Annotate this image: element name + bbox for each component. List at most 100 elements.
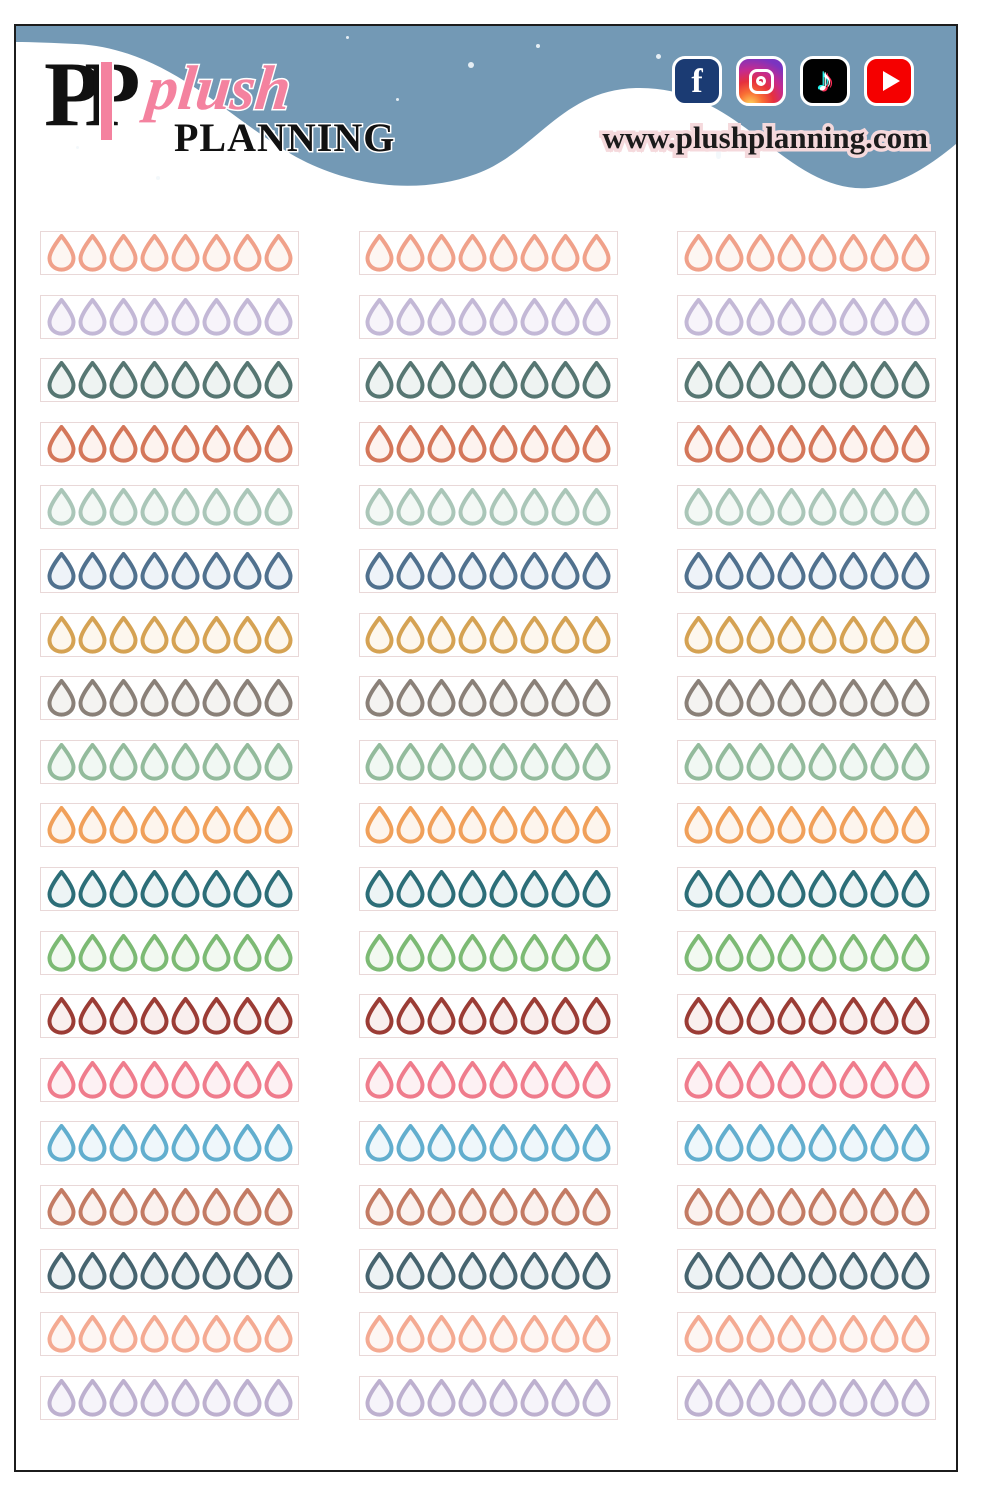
sticker-strip-terracotta[interactable]: [40, 421, 299, 466]
sticker-row: [40, 930, 936, 975]
sticker-strip-peach[interactable]: [40, 231, 299, 275]
water-drop-icon: [489, 488, 518, 526]
sticker-strip-spring-green[interactable]: [677, 930, 936, 975]
sticker-strip-golden-ochre[interactable]: [40, 612, 299, 657]
sticker-strip-golden-ochre[interactable]: [677, 612, 936, 657]
sticker-strip-peach[interactable]: [677, 231, 936, 275]
sticker-strip-golden-ochre[interactable]: [358, 612, 618, 657]
water-drop-icon: [365, 1060, 394, 1099]
water-drop-icon: [777, 679, 805, 717]
sticker-strip-sky-blue[interactable]: [677, 1121, 936, 1166]
sticker-strip-slate-green[interactable]: [358, 358, 618, 403]
water-drop-icon: [839, 234, 867, 272]
sticker-strip-slate-green[interactable]: [677, 358, 936, 403]
water-drop-icon: [684, 869, 712, 908]
sticker-strip-taupe[interactable]: [40, 676, 299, 721]
sticker-strip-soft-sage[interactable]: [40, 739, 299, 784]
water-drop-icon: [520, 1315, 549, 1353]
sticker-strip-clay[interactable]: [677, 1184, 936, 1229]
sticker-strip-rose-pink[interactable]: [677, 1057, 936, 1102]
sticker-strip-taupe[interactable]: [677, 676, 936, 721]
water-drop-icon: [365, 933, 394, 972]
youtube-icon[interactable]: [864, 56, 914, 106]
water-drop-icon: [684, 806, 712, 844]
water-drop-icon: [551, 679, 580, 717]
sticker-strip-pale-lilac[interactable]: [677, 1375, 936, 1420]
sticker-strip-pale-lilac[interactable]: [358, 1375, 618, 1420]
sticker-strip-dusty-navy[interactable]: [358, 1248, 618, 1293]
sticker-strip-steel-blue[interactable]: [677, 548, 936, 593]
sticker-strip-steel-blue[interactable]: [358, 548, 618, 593]
instagram-icon[interactable]: [736, 56, 786, 106]
sticker-strip-dusty-navy[interactable]: [677, 1248, 936, 1293]
water-drop-icon: [458, 1060, 487, 1099]
sticker-strip-brick-red[interactable]: [40, 994, 299, 1039]
water-drop-icon: [171, 361, 199, 399]
sticker-strip-soft-sage[interactable]: [677, 739, 936, 784]
water-drop-icon: [78, 806, 106, 844]
sticker-strip-sage-mist[interactable]: [40, 485, 299, 530]
sticker-strip-slate-green[interactable]: [40, 358, 299, 403]
water-drop-icon: [264, 297, 292, 336]
sticker-strip-light-peach[interactable]: [40, 1312, 299, 1357]
water-drop-icon: [171, 424, 199, 463]
sticker-strip-light-peach[interactable]: [358, 1312, 618, 1357]
sticker-strip-brick-red[interactable]: [358, 994, 618, 1039]
water-drop-icon: [870, 1315, 898, 1353]
water-drop-icon: [396, 1187, 425, 1226]
sticker-strip-dusty-navy[interactable]: [40, 1248, 299, 1293]
sticker-strip-sage-mist[interactable]: [677, 485, 936, 530]
sticker-strip-orange[interactable]: [677, 803, 936, 848]
water-drop-icon: [47, 679, 75, 717]
sticker-sheet-page: PP plush PLANNING f ♪ www.plushplanning.…: [14, 24, 958, 1472]
facebook-icon[interactable]: f: [672, 56, 722, 106]
sticker-strip-rose-pink[interactable]: [40, 1057, 299, 1102]
sticker-strip-peach[interactable]: [358, 231, 618, 275]
water-drop-icon: [171, 1378, 199, 1417]
sticker-strip-orange[interactable]: [358, 803, 618, 848]
water-drop-icon: [109, 933, 137, 972]
water-drop-icon: [901, 869, 929, 908]
sticker-strip-rose-pink[interactable]: [358, 1057, 618, 1102]
sticker-strip-soft-sage[interactable]: [358, 739, 618, 784]
website-url[interactable]: www.plushplanning.com: [599, 117, 932, 158]
water-drop-icon: [171, 551, 199, 590]
water-drop-icon: [458, 424, 487, 463]
sticker-strip-lilac[interactable]: [40, 294, 299, 339]
water-drop-icon: [746, 806, 774, 844]
sticker-strip-orange[interactable]: [40, 803, 299, 848]
sticker-strip-terracotta[interactable]: [677, 421, 936, 466]
sticker-strip-deep-teal[interactable]: [40, 866, 299, 911]
sticker-strip-taupe[interactable]: [358, 676, 618, 721]
sticker-strip-deep-teal[interactable]: [677, 866, 936, 911]
sticker-strip-spring-green[interactable]: [40, 930, 299, 975]
sticker-strip-sky-blue[interactable]: [358, 1121, 618, 1166]
sticker-strip-light-peach[interactable]: [677, 1312, 936, 1357]
water-drop-icon: [396, 1315, 425, 1353]
sticker-strip-pale-lilac[interactable]: [40, 1375, 299, 1420]
tiktok-icon[interactable]: ♪: [800, 56, 850, 106]
water-drop-icon: [47, 869, 75, 908]
sticker-strip-steel-blue[interactable]: [40, 548, 299, 593]
sticker-strip-clay[interactable]: [358, 1184, 618, 1229]
water-drop-icon: [264, 361, 292, 399]
water-drop-icon: [47, 615, 75, 654]
sticker-strip-brick-red[interactable]: [677, 994, 936, 1039]
water-drop-icon: [808, 615, 836, 654]
water-drop-icon: [264, 997, 292, 1035]
water-drop-icon: [489, 615, 518, 654]
sticker-strip-sage-mist[interactable]: [358, 485, 618, 530]
sticker-strip-deep-teal[interactable]: [358, 866, 618, 911]
sticker-strip-clay[interactable]: [40, 1184, 299, 1229]
water-drop-icon: [109, 679, 137, 717]
sticker-strip-lilac[interactable]: [677, 294, 936, 339]
water-drop-icon: [808, 234, 836, 272]
sticker-strip-lilac[interactable]: [358, 294, 618, 339]
sticker-strip-sky-blue[interactable]: [40, 1121, 299, 1166]
sticker-strip-spring-green[interactable]: [358, 930, 618, 975]
water-drop-icon: [47, 1378, 75, 1417]
water-drop-icon: [233, 615, 261, 654]
water-drop-icon: [78, 1251, 106, 1290]
water-drop-icon: [777, 551, 805, 590]
sticker-strip-terracotta[interactable]: [358, 421, 618, 466]
